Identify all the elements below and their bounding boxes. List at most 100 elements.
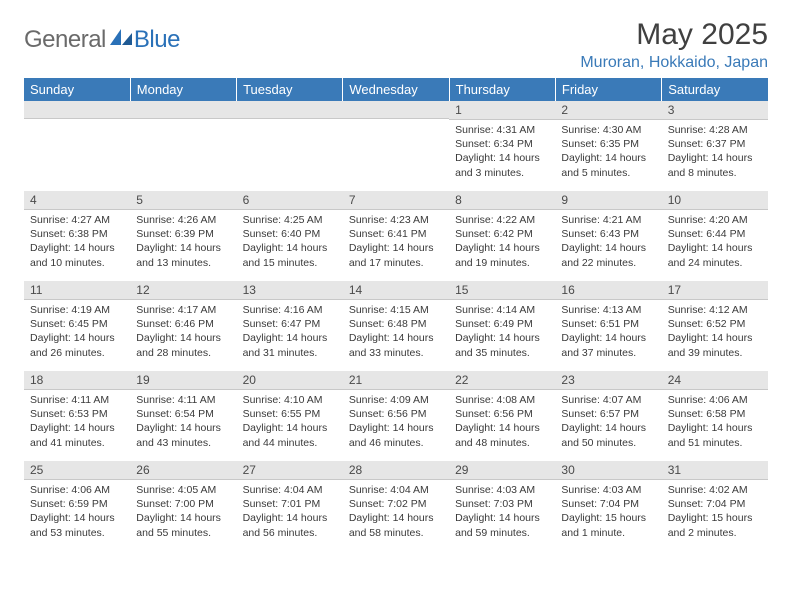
calendar-day-cell: 3Sunrise: 4:28 AMSunset: 6:37 PMDaylight… [662, 101, 768, 191]
sunset-text: Sunset: 6:38 PM [30, 227, 124, 241]
sunrise-text: Sunrise: 4:27 AM [30, 213, 124, 227]
calendar-week-row: 4 Sunrise: 4:27 AMSunset: 6:38 PM Daylight… [24, 191, 768, 281]
calendar-day-cell: 20Sunrise: 4:10 AMSunset: 6:55 PMDayligh… [237, 371, 343, 461]
sunrise-text: Sunrise: 4:03 AM [455, 483, 549, 497]
daylight-text: Daylight: 14 hours and 46 minutes. [349, 421, 443, 449]
daylight-text: Daylight: 14 hours and 28 minutes. [136, 331, 230, 359]
sunrise-text: Sunrise: 4:13 AM [561, 303, 655, 317]
day-content: Sunrise: 4:11 AMSunset: 6:53 PMDaylight:… [24, 390, 130, 456]
daylight-text: Daylight: 14 hours and 44 minutes. [243, 421, 337, 449]
sunset-text: Sunset: 6:53 PM [30, 407, 124, 421]
calendar-day-cell [237, 101, 343, 191]
sunset-text: Sunset: 6:43 PM [561, 227, 655, 241]
daylight-text: Daylight: 14 hours and 41 minutes. [30, 421, 124, 449]
calendar-day-cell [24, 101, 130, 191]
day-content: Sunrise: 4:15 AMSunset: 6:48 PMDaylight:… [343, 300, 449, 366]
sunrise-text: Sunrise: 4:22 AM [455, 213, 549, 227]
day-number-bar: 29 [449, 461, 555, 480]
sunset-text: Sunset: 7:01 PM [243, 497, 337, 511]
day-content: Sunrise: 4:03 AMSunset: 7:04 PMDaylight:… [555, 480, 661, 546]
day-number-bar: 17 [662, 281, 768, 300]
sunset-text: Sunset: 6:56 PM [455, 407, 549, 421]
daylight-text: Daylight: 14 hours and 33 minutes. [349, 331, 443, 359]
day-number-bar: 21 [343, 371, 449, 390]
calendar-day-cell: 17Sunrise: 4:12 AMSunset: 6:52 PMDayligh… [662, 281, 768, 371]
day-number-bar: 14 [343, 281, 449, 300]
day-number-bar: 13 [237, 281, 343, 300]
day-number-bar: 10 [662, 191, 768, 210]
sunrise-text: Sunrise: 4:08 AM [455, 393, 549, 407]
calendar-day-cell: 7Sunrise: 4:23 AMSunset: 6:41 PMDaylight… [343, 191, 449, 281]
day-content: Sunrise: 4:25 AMSunset: 6:40 PMDaylight:… [237, 210, 343, 276]
sunrise-text: Sunrise: 4:30 AM [561, 123, 655, 137]
sunset-text: Sunset: 6:49 PM [455, 317, 549, 331]
sunrise-text: Sunrise: 4:25 AM [243, 213, 337, 227]
weekday-header: Wednesday [343, 78, 449, 101]
daylight-text: Daylight: 14 hours and 31 minutes. [243, 331, 337, 359]
sunset-text: Sunset: 7:03 PM [455, 497, 549, 511]
calendar-day-cell: 16Sunrise: 4:13 AMSunset: 6:51 PMDayligh… [555, 281, 661, 371]
daylight-text: Daylight: 14 hours and 53 minutes. [30, 511, 124, 539]
sunrise-text: Sunrise: 4:16 AM [243, 303, 337, 317]
sunset-text: Sunset: 6:52 PM [668, 317, 762, 331]
calendar-day-cell: 6Sunrise: 4:25 AMSunset: 6:40 PMDaylight… [237, 191, 343, 281]
sunset-text: Sunset: 6:39 PM [136, 227, 230, 241]
day-content: Sunrise: 4:09 AMSunset: 6:56 PMDaylight:… [343, 390, 449, 456]
sunrise-text: Sunrise: 4:06 AM [668, 393, 762, 407]
day-content: Sunrise: 4:13 AMSunset: 6:51 PMDaylight:… [555, 300, 661, 366]
daylight-text: Daylight: 14 hours and 19 minutes. [455, 241, 549, 269]
sunset-text: Sunset: 6:35 PM [561, 137, 655, 151]
calendar-day-cell: 4Sunrise: 4:27 AMSunset: 6:38 PMDaylight… [24, 191, 130, 281]
day-number-bar: 4 [24, 191, 130, 210]
weekday-header: Sunday [24, 78, 130, 101]
sunset-text: Sunset: 6:58 PM [668, 407, 762, 421]
calendar-week-row: 11Sunrise: 4:19 AMSunset: 6:45 PMDayligh… [24, 281, 768, 371]
day-number-bar [343, 101, 449, 119]
sunrise-text: Sunrise: 4:07 AM [561, 393, 655, 407]
calendar-day-cell: 30Sunrise: 4:03 AMSunset: 7:04 PMDayligh… [555, 461, 661, 551]
day-number-bar: 8 [449, 191, 555, 210]
calendar-day-cell: 25Sunrise: 4:06 AMSunset: 6:59 PMDayligh… [24, 461, 130, 551]
sunset-text: Sunset: 6:42 PM [455, 227, 549, 241]
sunrise-text: Sunrise: 4:19 AM [30, 303, 124, 317]
weekday-header: Monday [130, 78, 236, 101]
day-number-bar [24, 101, 130, 119]
sunset-text: Sunset: 6:46 PM [136, 317, 230, 331]
day-content: Sunrise: 4:21 AMSunset: 6:43 PMDaylight:… [555, 210, 661, 276]
header: General Blue May 2025 Muroran, Hokkaido,… [24, 18, 768, 72]
day-number-bar: 23 [555, 371, 661, 390]
calendar-day-cell: 18Sunrise: 4:11 AMSunset: 6:53 PMDayligh… [24, 371, 130, 461]
day-number-bar: 7 [343, 191, 449, 210]
sunrise-text: Sunrise: 4:15 AM [349, 303, 443, 317]
sunrise-text: Sunrise: 4:09 AM [349, 393, 443, 407]
day-content: Sunrise: 4:14 AMSunset: 6:49 PMDaylight:… [449, 300, 555, 366]
sunrise-text: Sunrise: 4:14 AM [455, 303, 549, 317]
sunrise-text: Sunrise: 4:04 AM [349, 483, 443, 497]
sunset-text: Sunset: 6:40 PM [243, 227, 337, 241]
title-block: May 2025 Muroran, Hokkaido, Japan [580, 18, 768, 72]
weekday-header-row: SundayMondayTuesdayWednesdayThursdayFrid… [24, 78, 768, 101]
day-content: Sunrise: 4:04 AMSunset: 7:02 PMDaylight:… [343, 480, 449, 546]
day-number-bar: 28 [343, 461, 449, 480]
calendar-day-cell: 14Sunrise: 4:15 AMSunset: 6:48 PMDayligh… [343, 281, 449, 371]
day-number-bar [130, 101, 236, 119]
calendar-day-cell: 27Sunrise: 4:04 AMSunset: 7:01 PMDayligh… [237, 461, 343, 551]
weekday-header: Thursday [449, 78, 555, 101]
sunrise-text: Sunrise: 4:12 AM [668, 303, 762, 317]
day-number-bar: 31 [662, 461, 768, 480]
daylight-text: Daylight: 14 hours and 5 minutes. [561, 151, 655, 179]
day-number-bar: 9 [555, 191, 661, 210]
day-number-bar: 5 [130, 191, 236, 210]
sunset-text: Sunset: 6:55 PM [243, 407, 337, 421]
sunrise-text: Sunrise: 4:04 AM [243, 483, 337, 497]
calendar-day-cell: 8 Sunrise: 4:22 AMSunset: 6:42 PMDaylight… [449, 191, 555, 281]
day-content: Sunrise: 4:07 AMSunset: 6:57 PMDaylight:… [555, 390, 661, 456]
daylight-text: Daylight: 14 hours and 51 minutes. [668, 421, 762, 449]
sunrise-text: Sunrise: 4:31 AM [455, 123, 549, 137]
sunrise-text: Sunrise: 4:06 AM [30, 483, 124, 497]
sunset-text: Sunset: 6:48 PM [349, 317, 443, 331]
calendar-day-cell: 2Sunrise: 4:30 AMSunset: 6:35 PMDaylight… [555, 101, 661, 191]
daylight-text: Daylight: 14 hours and 17 minutes. [349, 241, 443, 269]
sunrise-text: Sunrise: 4:05 AM [136, 483, 230, 497]
month-title: May 2025 [580, 18, 768, 52]
